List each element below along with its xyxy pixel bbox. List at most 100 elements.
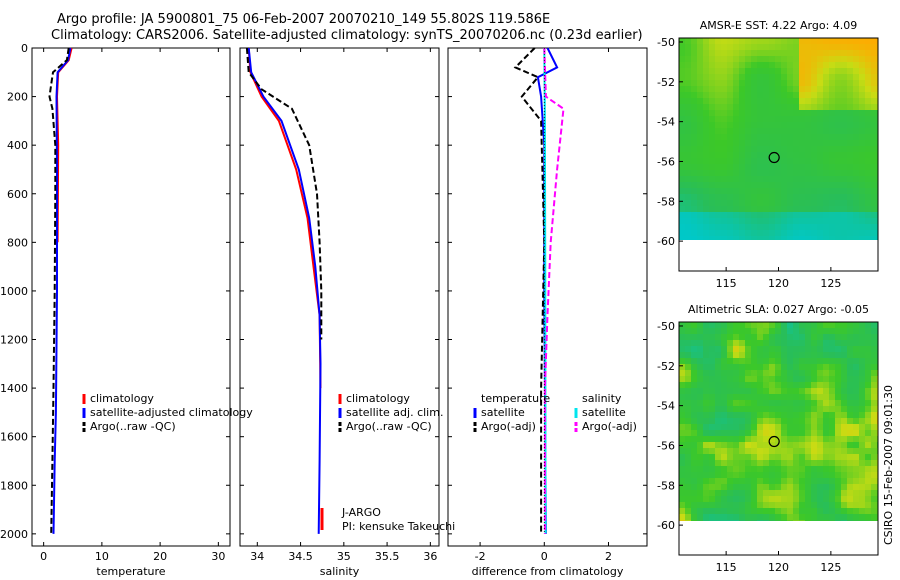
heatmap-cell: [859, 442, 865, 448]
heatmap-cell: [871, 514, 877, 520]
heatmap-cell: [841, 170, 847, 176]
heatmap-cell: [763, 140, 769, 146]
heatmap-cell: [697, 406, 703, 412]
heatmap-cell: [751, 188, 757, 194]
heatmap-cell: [715, 370, 721, 376]
heatmap-cell: [775, 206, 781, 212]
heatmap-cell: [715, 340, 721, 346]
heatmap-cell: [859, 352, 865, 358]
heatmap-cell: [757, 508, 763, 514]
heatmap-cell: [811, 152, 817, 158]
heatmap-cell: [847, 364, 853, 370]
heatmap-cell: [847, 382, 853, 388]
heatmap-cell: [871, 442, 877, 448]
heatmap-cell: [829, 376, 835, 382]
heatmap-cell: [739, 514, 745, 520]
heatmap-cell: [697, 146, 703, 152]
heatmap-cell: [685, 122, 691, 128]
heatmap-cell: [769, 194, 775, 200]
heatmap-cell: [691, 146, 697, 152]
y-tick-label: -56: [657, 439, 675, 452]
heatmap-cell: [781, 478, 787, 484]
heatmap-cell: [871, 170, 877, 176]
heatmap-cell: [829, 496, 835, 502]
heatmap-cell: [757, 152, 763, 158]
heatmap-cell: [859, 146, 865, 152]
heatmap-cell: [847, 92, 853, 98]
heatmap-cell: [841, 44, 847, 50]
heatmap-cell: [697, 394, 703, 400]
heatmap-cell: [739, 50, 745, 56]
heatmap-cell: [685, 496, 691, 502]
heatmap-cell: [709, 92, 715, 98]
heatmap-cell: [859, 116, 865, 122]
heatmap-cell: [781, 158, 787, 164]
heatmap-cell: [739, 116, 745, 122]
heatmap-cell: [763, 236, 769, 240]
heatmap-cell: [853, 394, 859, 400]
heatmap-cell: [787, 140, 793, 146]
heatmap-cell: [685, 508, 691, 514]
heatmap-cell: [691, 44, 697, 50]
heatmap-cell: [691, 406, 697, 412]
heatmap-cell: [763, 466, 769, 472]
heatmap-cell: [793, 62, 799, 68]
heatmap-cell: [691, 200, 697, 206]
heatmap-cell: [697, 466, 703, 472]
heatmap-cell: [775, 68, 781, 74]
heatmap-cell: [811, 388, 817, 394]
heatmap-cell: [835, 496, 841, 502]
heatmap-cell: [739, 134, 745, 140]
heatmap-cell: [697, 424, 703, 430]
heatmap-cell: [697, 496, 703, 502]
heatmap-cell: [829, 92, 835, 98]
heatmap-cell: [775, 448, 781, 454]
heatmap-cell: [703, 80, 709, 86]
heatmap-cell: [817, 466, 823, 472]
heatmap-cell: [841, 230, 847, 236]
heatmap-cell: [853, 116, 859, 122]
heatmap-cell: [763, 328, 769, 334]
heatmap-cell: [775, 520, 781, 521]
heatmap-cell: [769, 68, 775, 74]
heatmap-cell: [841, 182, 847, 188]
heatmap-cell: [757, 104, 763, 110]
heatmap-cell: [793, 86, 799, 92]
heatmap-cell: [865, 466, 871, 472]
heatmap-cell: [817, 472, 823, 478]
heatmap-cell: [751, 164, 757, 170]
heatmap-cell: [739, 68, 745, 74]
heatmap-cell: [709, 352, 715, 358]
heatmap-cell: [793, 376, 799, 382]
heatmap-cell: [847, 472, 853, 478]
heatmap-cell: [691, 466, 697, 472]
heatmap-cell: [763, 38, 769, 44]
heatmap-cell: [829, 182, 835, 188]
heatmap-cell: [781, 122, 787, 128]
heatmap-cell: [829, 62, 835, 68]
heatmap-cell: [787, 80, 793, 86]
heatmap-cell: [793, 68, 799, 74]
heatmap-cell: [703, 92, 709, 98]
heatmap-cell: [787, 478, 793, 484]
heatmap-cell: [691, 400, 697, 406]
heatmap-cell: [871, 152, 877, 158]
heatmap-cell: [853, 98, 859, 104]
heatmap-cell: [847, 128, 853, 134]
heatmap-cell: [715, 206, 721, 212]
heatmap-cell: [865, 164, 871, 170]
heatmap-cell: [799, 50, 805, 56]
heatmap-cell: [679, 182, 685, 188]
heatmap-cell: [685, 478, 691, 484]
y-tick-label: -54: [657, 400, 675, 413]
heatmap-cell: [817, 358, 823, 364]
heatmap-cell: [697, 56, 703, 62]
heatmap-cell: [859, 110, 865, 116]
heatmap-cell: [793, 236, 799, 240]
heatmap-cell: [823, 62, 829, 68]
heatmap-cell: [865, 472, 871, 478]
heatmap-cell: [745, 176, 751, 182]
heatmap-cell: [679, 430, 685, 436]
heatmap-cell: [793, 170, 799, 176]
heatmap-cell: [781, 502, 787, 508]
